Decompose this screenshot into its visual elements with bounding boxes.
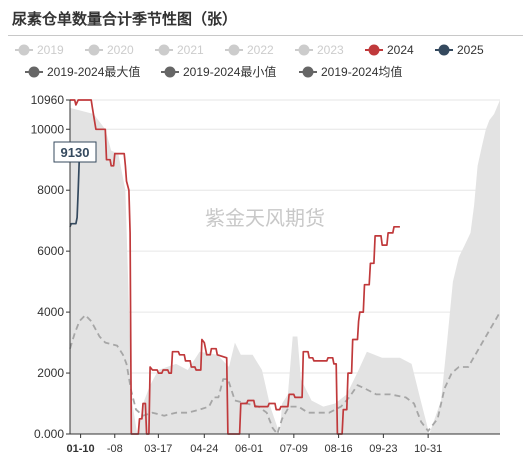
legend-item-2023[interactable]: 2023 [295, 43, 344, 57]
x-tick-label: 03-17 [144, 443, 172, 455]
y-tick-label: 0.000 [34, 427, 64, 441]
legend-label: 2019-2024最小值 [183, 64, 276, 79]
legend-item-2020[interactable]: 2020 [85, 43, 134, 57]
legend-swatch-marker [302, 66, 314, 78]
x-tick-label: 06-01 [235, 443, 263, 455]
legend-swatch-marker [28, 66, 40, 78]
min-max-band [70, 100, 500, 434]
legend-swatch-marker [18, 44, 30, 56]
legend-swatch-marker [158, 44, 170, 56]
x-tick-label: -08 [107, 443, 123, 455]
legend-item-2019-2024均值[interactable]: 2019-2024均值 [299, 64, 402, 79]
series-line-2025 [69, 155, 81, 228]
legend-item-2025[interactable]: 2025 [435, 43, 484, 57]
y-tick-label: 4000 [37, 305, 64, 319]
x-tick-label: 01-10 [67, 443, 95, 455]
legend-label: 2019-2024均值 [321, 64, 402, 79]
legend-item-2019-2024最小值[interactable]: 2019-2024最小值 [161, 64, 276, 79]
legend-item-2019[interactable]: 2019 [15, 43, 64, 57]
current-value-callout: 9130 [53, 141, 97, 163]
x-tick-label: 07-09 [280, 443, 308, 455]
axes [69, 100, 500, 435]
title-divider [8, 35, 523, 36]
legend-swatch-marker [228, 44, 240, 56]
y-tick-label: 10960 [31, 93, 65, 107]
grid-lines [70, 99, 500, 435]
current-value-label: 9130 [61, 145, 90, 160]
legend-item-2019-2024最大值[interactable]: 2019-2024最大值 [25, 64, 140, 79]
y-tick-label: 6000 [37, 244, 64, 258]
legend-label: 2020 [107, 43, 134, 57]
axis-labels: 0.000 2000 4000 6000 8000 10000 10960 01-10 -08 0… [31, 93, 443, 455]
watermark: 紫金天风期货 [205, 206, 325, 230]
legend-label: 2022 [247, 43, 274, 57]
x-tick-label: 08-16 [325, 443, 353, 455]
legend-label: 2023 [317, 43, 344, 57]
legend-swatch-marker [298, 44, 310, 56]
series-line-2019-2024均值 [69, 311, 501, 435]
legend-swatch-marker [88, 44, 100, 56]
chart-title: 尿素仓单数量合计季节性图（张） [12, 10, 238, 28]
series-lines [69, 99, 501, 435]
max-min-band-area [70, 100, 500, 434]
legend-label: 2025 [457, 43, 484, 57]
legend-label: 2019-2024最大值 [47, 64, 140, 79]
y-tick-label: 2000 [37, 366, 64, 380]
legend-swatch-marker [368, 44, 380, 56]
x-tick-label: 04-24 [190, 443, 218, 455]
series-line-2024 [70, 99, 400, 435]
legend-item-2022[interactable]: 2022 [225, 43, 274, 57]
legend[interactable]: 2019 2020 2021 2022 2023 2024 2025 2019-2024最大值… [15, 43, 484, 79]
legend-item-2024[interactable]: 2024 [365, 43, 414, 57]
x-tick-label: 10-31 [414, 443, 442, 455]
x-tick-label: 09-23 [369, 443, 397, 455]
legend-swatch-marker [164, 66, 176, 78]
legend-swatch-marker [438, 44, 450, 56]
legend-label: 2019 [37, 43, 64, 57]
legend-item-2021[interactable]: 2021 [155, 43, 204, 57]
y-tick-label: 10000 [31, 122, 65, 136]
legend-label: 2024 [387, 43, 414, 57]
legend-label: 2021 [177, 43, 204, 57]
y-tick-label: 8000 [37, 183, 64, 197]
current-value-box [53, 141, 97, 163]
